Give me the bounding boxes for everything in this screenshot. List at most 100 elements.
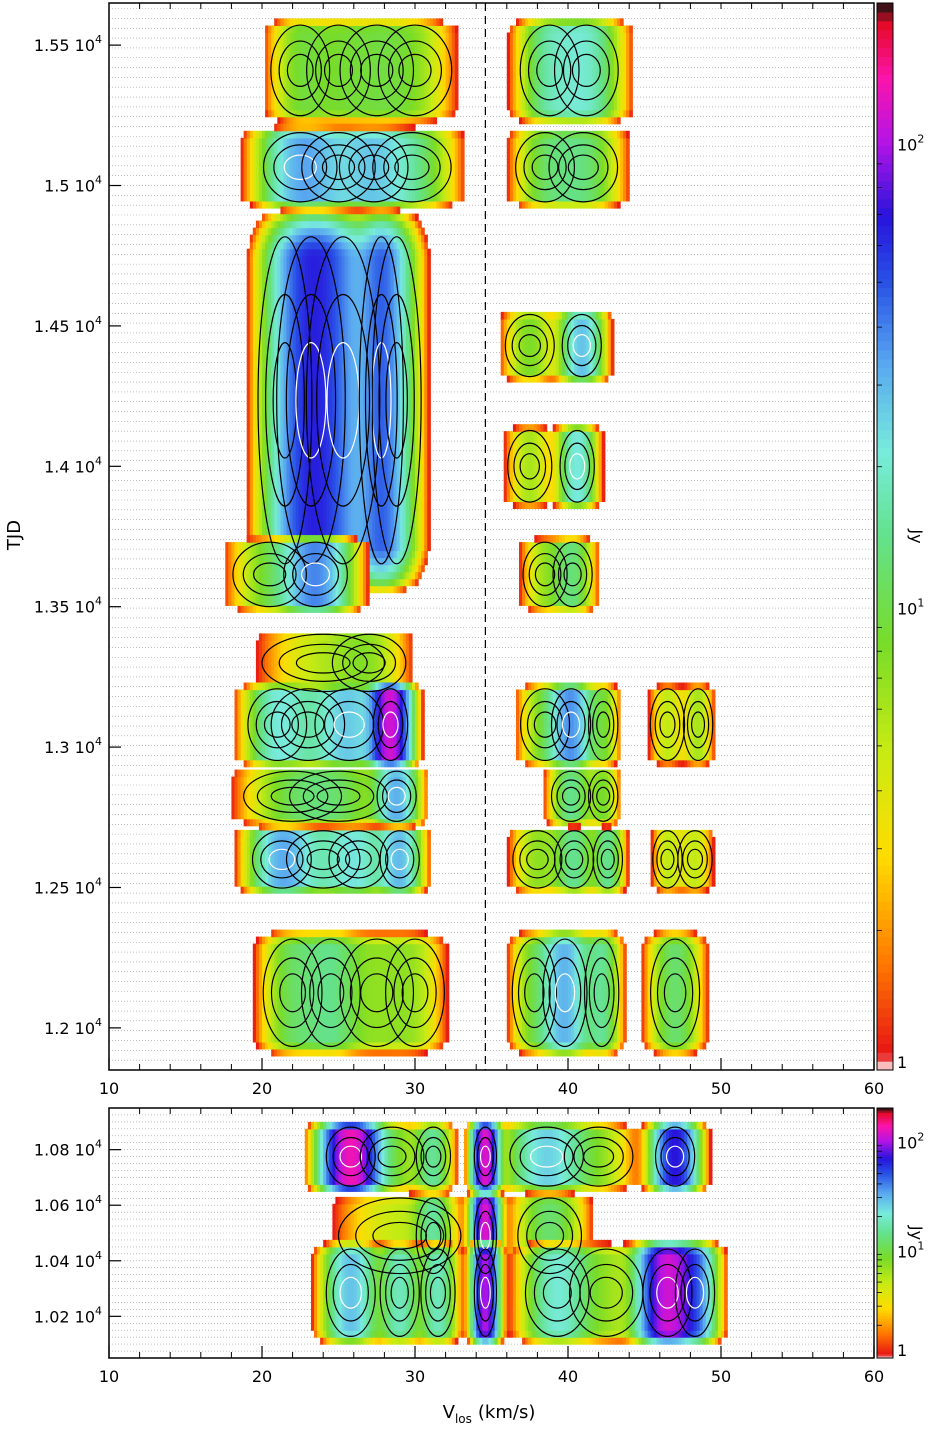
heatmap-cell bbox=[607, 109, 612, 118]
heatmap-cell bbox=[415, 571, 419, 580]
heatmap-cell bbox=[564, 39, 569, 48]
heatmap-cell bbox=[292, 494, 297, 502]
heatmap-cell bbox=[525, 130, 529, 139]
heatmap-cell bbox=[396, 172, 401, 181]
heatmap-cell bbox=[411, 46, 416, 55]
heatmap-cell bbox=[335, 60, 340, 69]
heatmap-cell bbox=[311, 74, 315, 83]
heatmap-cell bbox=[402, 102, 407, 111]
heatmap-cell bbox=[540, 172, 545, 181]
heatmap-cell bbox=[381, 494, 385, 502]
heatmap-cell bbox=[390, 201, 395, 209]
heatmap-cell bbox=[519, 158, 523, 167]
heatmap-cell bbox=[509, 88, 514, 97]
heatmap-cell bbox=[558, 144, 563, 153]
heatmap-cell bbox=[372, 571, 376, 580]
heatmap-cell bbox=[307, 501, 312, 509]
heatmap-cell bbox=[396, 158, 401, 167]
heatmap-cell bbox=[344, 95, 349, 104]
heatmap-cell bbox=[347, 39, 352, 48]
heatmap-cell bbox=[289, 88, 294, 97]
heatmap-cell bbox=[543, 60, 548, 69]
heatmap-cell bbox=[604, 88, 609, 97]
heatmap-cell bbox=[243, 130, 248, 139]
heatmap-cell bbox=[289, 74, 294, 83]
heatmap-cell bbox=[311, 116, 315, 125]
heatmap-cell bbox=[277, 151, 281, 160]
heatmap-cell bbox=[509, 39, 514, 48]
heatmap-cell bbox=[418, 508, 422, 516]
heatmap-cell bbox=[274, 109, 278, 118]
heatmap-cell bbox=[442, 137, 447, 146]
heatmap-cell bbox=[356, 186, 361, 195]
heatmap-cell bbox=[601, 186, 606, 195]
heatmap-cell bbox=[390, 18, 395, 26]
heatmap-cell bbox=[335, 32, 340, 41]
heatmap-cell bbox=[329, 515, 333, 523]
heatmap-cell bbox=[353, 473, 358, 481]
heatmap-cell bbox=[265, 529, 269, 538]
heatmap-cell bbox=[592, 179, 597, 188]
heatmap-cell bbox=[338, 494, 343, 502]
heatmap-cell bbox=[607, 144, 612, 153]
heatmap-cell bbox=[280, 95, 285, 104]
heatmap-cell bbox=[564, 109, 569, 118]
heatmap-cell bbox=[549, 130, 554, 139]
heatmap-cell bbox=[411, 88, 416, 97]
heatmap-cell bbox=[421, 480, 425, 488]
heatmap-cell bbox=[617, 144, 621, 153]
heatmap-cell bbox=[387, 501, 392, 509]
heatmap-cell bbox=[424, 53, 428, 62]
heatmap-cell bbox=[311, 144, 315, 153]
heatmap-cell bbox=[295, 116, 300, 125]
heatmap-cell bbox=[274, 88, 278, 97]
heatmap-cell bbox=[286, 32, 291, 41]
heatmap-cell bbox=[506, 193, 511, 202]
heatmap-cell bbox=[255, 172, 260, 181]
heatmap-cell bbox=[445, 95, 450, 104]
heatmap-cell bbox=[277, 25, 281, 34]
heatmap-cell bbox=[381, 74, 385, 83]
heatmap-cell bbox=[396, 123, 401, 132]
heatmap-cell bbox=[512, 130, 517, 139]
heatmap-cell bbox=[512, 88, 517, 97]
heatmap-cell bbox=[537, 165, 542, 174]
heatmap-cell bbox=[418, 557, 422, 566]
heatmap-cell bbox=[528, 165, 532, 174]
heatmap-cell bbox=[375, 158, 379, 167]
heatmap-cell bbox=[586, 18, 591, 26]
heatmap-cell bbox=[408, 494, 413, 502]
heatmap-cell bbox=[320, 53, 324, 62]
heatmap-cell bbox=[436, 74, 441, 83]
heatmap-cell bbox=[393, 529, 398, 538]
heatmap-cell bbox=[381, 137, 385, 146]
heatmap-cell bbox=[451, 67, 456, 76]
heatmap-cell bbox=[408, 67, 413, 76]
heatmap-cell bbox=[249, 144, 254, 153]
heatmap-cell bbox=[359, 522, 364, 531]
heatmap-cell bbox=[265, 144, 269, 153]
heatmap-cell bbox=[610, 102, 615, 111]
heatmap-cell bbox=[623, 25, 627, 34]
heatmap-cell bbox=[405, 529, 410, 538]
heatmap-cell bbox=[329, 60, 333, 69]
heatmap-cell bbox=[571, 144, 575, 153]
heatmap-cell bbox=[243, 151, 248, 160]
heatmap-cell bbox=[424, 543, 428, 552]
heatmap-cell bbox=[564, 95, 569, 104]
heatmap-cell bbox=[448, 109, 453, 118]
heatmap-cell bbox=[613, 109, 618, 118]
heatmap-cell bbox=[561, 186, 566, 195]
heatmap-cell bbox=[295, 487, 300, 495]
heatmap-cell bbox=[274, 186, 278, 195]
heatmap-cell bbox=[448, 201, 453, 209]
heatmap-cell bbox=[277, 522, 281, 531]
heatmap-cell bbox=[311, 201, 315, 209]
heatmap-cell bbox=[353, 487, 358, 495]
heatmap-cell bbox=[528, 81, 532, 90]
heatmap-cell bbox=[411, 487, 416, 495]
heatmap-cell bbox=[516, 32, 520, 41]
heatmap-cell bbox=[356, 109, 361, 118]
heatmap-cell bbox=[552, 201, 557, 209]
heatmap-cell bbox=[332, 18, 337, 26]
